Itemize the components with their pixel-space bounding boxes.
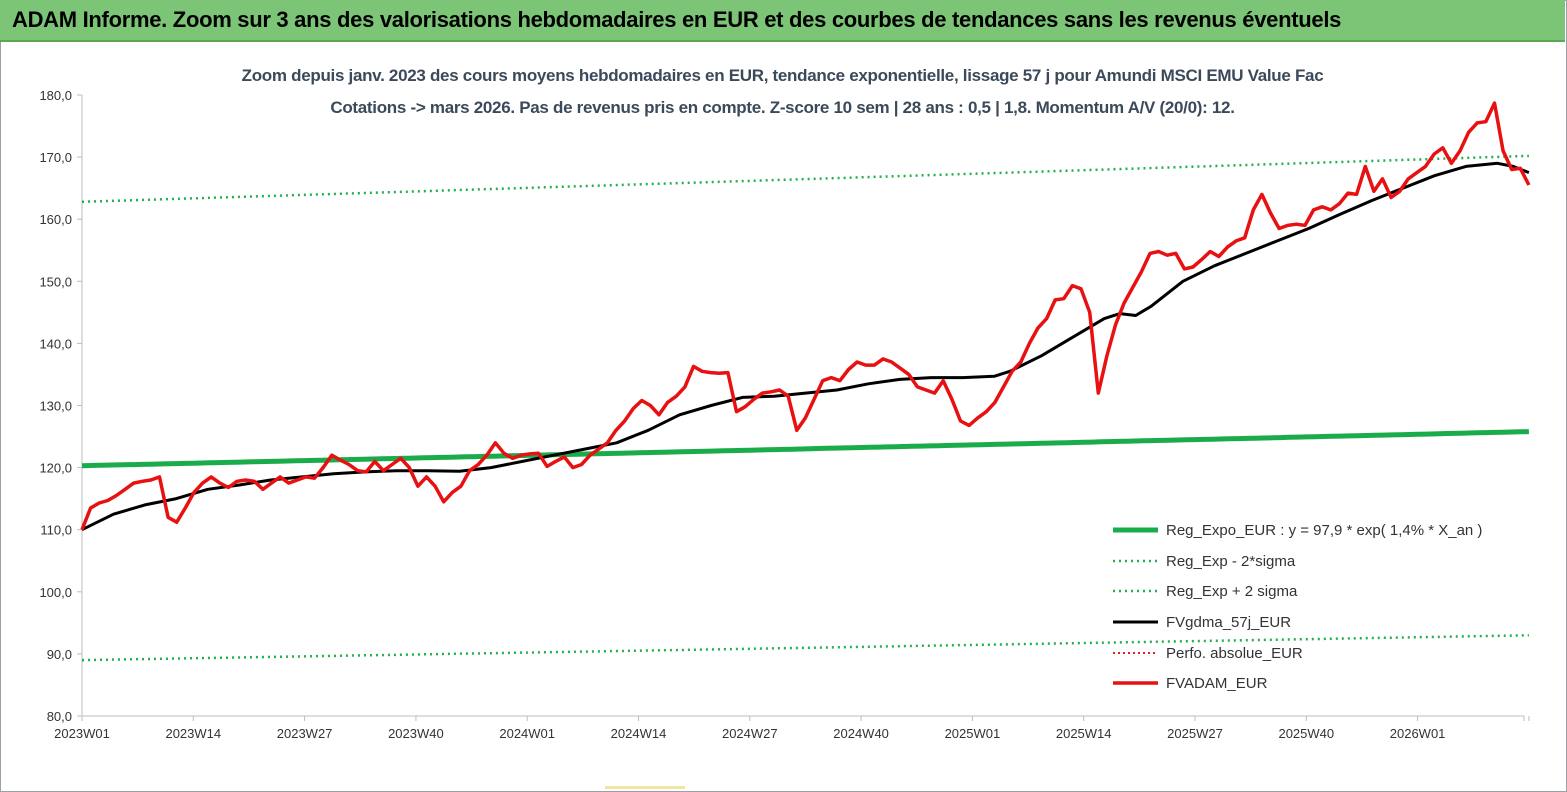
report-banner: ADAM Informe. Zoom sur 3 ans des valoris…	[0, 0, 1565, 42]
x-tick-label: 2023W40	[388, 726, 444, 741]
legend-label: FVADAM_EUR	[1166, 675, 1268, 692]
x-tick-label: 2023W14	[165, 726, 221, 741]
x-tick-label: 2025W27	[1167, 726, 1223, 741]
series-fvadam	[80, 101, 1531, 531]
y-tick-label: 110,0	[40, 523, 72, 538]
y-tick-label: 130,0	[39, 399, 72, 414]
y-tick-label: 120,0	[39, 461, 72, 476]
chart-subtitle: Cotations -> mars 2026. Pas de revenus p…	[330, 98, 1235, 117]
x-tick-label: 2025W14	[1056, 726, 1112, 741]
series-reg-expo	[81, 429, 1529, 469]
series-reg-plus-2sigma	[81, 154, 1529, 204]
series-fvgdma	[81, 161, 1530, 532]
x-tick-label: 2024W27	[722, 726, 778, 741]
series-reg-minus-2sigma	[81, 634, 1529, 662]
x-tick-label: 2025W40	[1278, 726, 1334, 741]
chart-legend: Reg_Expo_EUR : y = 97,9 * exp( 1,4% * X_…	[1113, 522, 1482, 692]
y-tick-label: 80,0	[47, 709, 72, 724]
legend-label: FVgdma_57j_EUR	[1166, 614, 1291, 631]
x-tick-label: 2023W01	[54, 726, 110, 741]
y-tick-label: 140,0	[39, 336, 72, 351]
y-tick-label: 150,0	[39, 274, 72, 289]
y-tick-label: 170,0	[39, 150, 72, 165]
y-tick-label: 100,0	[39, 585, 72, 600]
legend-label: Reg_Exp - 2*sigma	[1166, 553, 1296, 570]
series-layer	[80, 101, 1531, 662]
legend-label: Perfo. absolue_EUR	[1166, 645, 1303, 662]
legend-label: Reg_Exp + 2 sigma	[1166, 583, 1298, 600]
y-tick-label: 90,0	[47, 647, 72, 662]
y-tick-label: 160,0	[39, 212, 72, 227]
bottom-accent	[605, 786, 685, 789]
legend-label: Reg_Expo_EUR : y = 97,9 * exp( 1,4% * X_…	[1166, 522, 1482, 539]
chart-title: Zoom depuis janv. 2023 des cours moyens …	[241, 66, 1324, 85]
x-tick-label: 2023W27	[277, 726, 333, 741]
banner-title: ADAM Informe. Zoom sur 3 ans des valoris…	[12, 7, 1342, 32]
chart-axes: 80,0 90,0 100,0 110,0 120,0 130,0 140,0 150,0 16…	[39, 88, 1530, 741]
x-tick-label: 2026W01	[1390, 726, 1446, 741]
x-tick-label: 2025W01	[945, 726, 1001, 741]
y-tick-label: 180,0	[39, 88, 72, 103]
x-tick-label: 2024W01	[499, 726, 555, 741]
x-tick-label: 2024W14	[611, 726, 667, 741]
x-tick-label: 2024W40	[833, 726, 889, 741]
